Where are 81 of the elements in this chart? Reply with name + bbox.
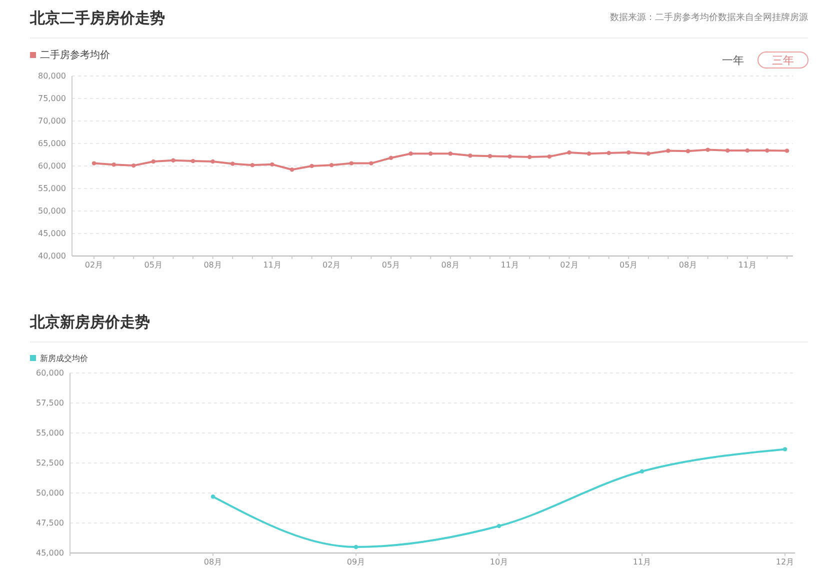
- point: [310, 164, 314, 168]
- point: [508, 154, 512, 159]
- point: [784, 148, 790, 153]
- y-tick-label: 60,000: [36, 368, 64, 378]
- chart-title: 北京新房房价走势: [29, 313, 150, 331]
- y-tick-label: 45,000: [36, 548, 64, 558]
- x-tick-label: 08月: [204, 260, 222, 270]
- y-tick-label: 75,000: [38, 94, 66, 104]
- point: [112, 162, 116, 167]
- point: [270, 162, 274, 167]
- text: 一年: [722, 54, 744, 67]
- point: [468, 154, 472, 158]
- point: [547, 154, 552, 159]
- x-tick-label: 08月: [678, 260, 698, 270]
- x-tick-label: 11月: [500, 260, 519, 270]
- x-tick-label: 12月: [776, 558, 794, 567]
- y-tick-label: 50,000: [38, 206, 66, 216]
- point: [428, 152, 433, 156]
- y-tick-label: 70,000: [38, 116, 66, 126]
- legend-label: 新房成交均价: [40, 354, 88, 363]
- point: [171, 158, 176, 162]
- point: [782, 447, 788, 452]
- point: [488, 154, 492, 158]
- point: [210, 494, 216, 499]
- point: [190, 158, 196, 164]
- y-tick-label: 60,000: [38, 162, 66, 171]
- point: [567, 150, 572, 155]
- point: [388, 156, 394, 160]
- x-tick-label: 02月: [84, 260, 104, 270]
- point: [527, 154, 532, 160]
- point: [210, 159, 215, 164]
- point: [151, 159, 156, 164]
- x-tick-label: 10月: [490, 558, 508, 567]
- source-note: 数据来源：二手房参考均价数据来自全网挂牌房源: [610, 12, 808, 23]
- text: 三年: [772, 54, 794, 67]
- x-tick-label: 08月: [441, 260, 460, 270]
- x-tick-label: 05月: [620, 260, 638, 270]
- y-tick-label: 57,500: [36, 398, 64, 408]
- y-tick-label: 52,500: [36, 458, 64, 468]
- point: [626, 150, 631, 155]
- point: [369, 161, 374, 166]
- point: [606, 150, 611, 156]
- point: [706, 148, 710, 152]
- x-tick-label: 05月: [382, 260, 400, 270]
- x-tick-label: 08月: [204, 558, 222, 567]
- point: [640, 469, 644, 474]
- point: [408, 152, 413, 156]
- point: [686, 149, 690, 154]
- point: [92, 161, 96, 166]
- point: [765, 148, 770, 153]
- x-tick-label: 11月: [738, 260, 756, 270]
- chart-title: 北京二手房房价走势: [29, 9, 165, 27]
- point: [745, 148, 750, 153]
- x-tick-label: 11月: [263, 260, 282, 270]
- point: [725, 148, 730, 153]
- y-tick-label: 55,000: [36, 428, 64, 438]
- x-tick-label: 09月: [346, 558, 366, 567]
- y-tick-label: 45,000: [38, 229, 66, 238]
- legend-label: 二手房参考均价: [40, 49, 110, 61]
- point: [448, 152, 453, 156]
- point: [131, 163, 136, 168]
- point: [666, 148, 670, 153]
- point: [646, 152, 651, 156]
- y-tick-label: 80,000: [38, 72, 66, 81]
- x-tick-label: 11月: [632, 558, 652, 567]
- point: [586, 152, 592, 156]
- y-tick-label: 55,000: [38, 184, 66, 194]
- x-tick-label: 05月: [144, 260, 162, 270]
- x-tick-label: 02月: [560, 260, 578, 270]
- y-tick-label: 47,500: [36, 518, 64, 528]
- point: [496, 524, 502, 528]
- point: [230, 162, 235, 166]
- point: [329, 162, 334, 168]
- y-tick-label: 50,000: [36, 488, 64, 498]
- point: [290, 167, 294, 172]
- y-tick-label: 40,000: [38, 252, 66, 261]
- x-tick-label: 02月: [322, 260, 341, 270]
- point: [250, 162, 255, 168]
- y-tick-label: 65,000: [38, 139, 66, 148]
- point: [354, 544, 358, 550]
- point: [349, 161, 354, 166]
